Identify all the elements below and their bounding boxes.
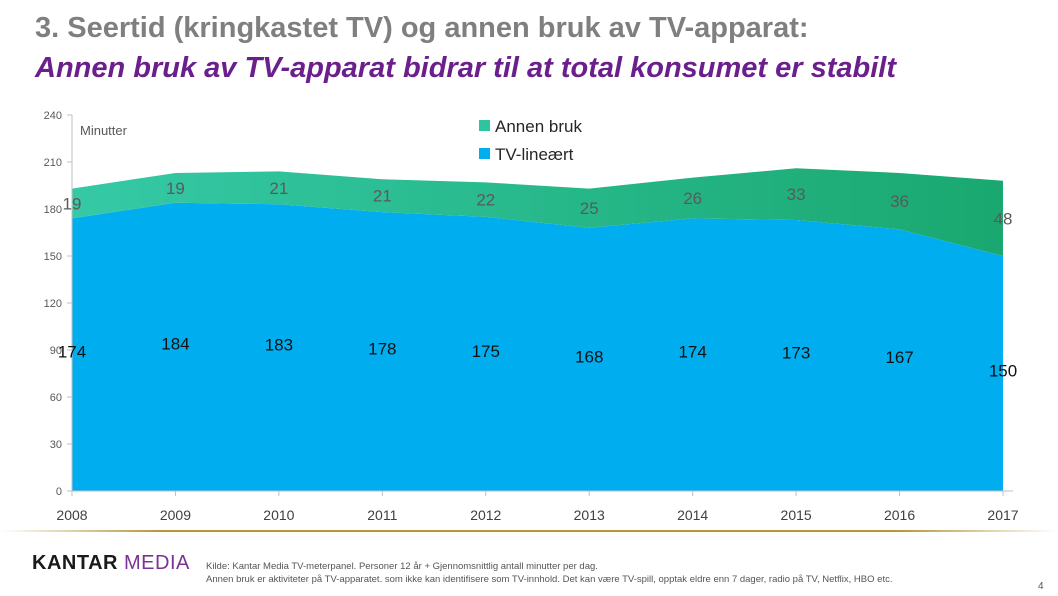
x-tick-label: 2008: [56, 507, 87, 523]
y-tick-label: 90: [50, 345, 62, 357]
x-tick-label: 2012: [470, 507, 501, 523]
data-label-tv: 183: [265, 336, 293, 355]
data-label-tv: 167: [885, 348, 913, 367]
stacked-area-chart: 0 30 60 90 120 150 180 210 240 2008 2009 2010 2011 20…: [44, 110, 1019, 523]
data-label-annen-bruk: 33: [787, 185, 806, 204]
source-footnote: Kilde: Kantar Media TV-meterpanel. Perso…: [206, 560, 892, 586]
data-label-annen-bruk: 19: [166, 179, 185, 198]
footer-divider: [0, 530, 1058, 532]
y-tick-label: 60: [50, 392, 62, 404]
y-tick-label: 0: [56, 486, 62, 498]
data-label-tv: 175: [472, 342, 500, 361]
page-number: 4: [1038, 581, 1044, 592]
area-annen-bruk: [72, 168, 1003, 256]
data-label-tv: 150: [989, 361, 1017, 380]
data-label-tv: 184: [161, 335, 189, 354]
data-label-annen-bruk: 19: [63, 195, 82, 214]
data-label-tv: 173: [782, 343, 810, 362]
data-label-annen-bruk: 48: [994, 209, 1013, 228]
x-tick-label: 2016: [884, 507, 915, 523]
y-tick-label: 120: [44, 298, 62, 310]
page-subtitle: Annen bruk av TV-apparat bidrar til at t…: [35, 52, 897, 84]
data-label-annen-bruk: 21: [373, 187, 392, 206]
x-tick-label: 2013: [574, 507, 605, 523]
legend-box: [471, 112, 599, 172]
data-label-annen-bruk: 26: [683, 189, 702, 208]
y-axis-label: Minutter: [80, 123, 128, 138]
x-tick-label: 2010: [263, 507, 294, 523]
y-tick-label: 210: [44, 157, 62, 169]
x-tick-label: 2015: [781, 507, 812, 523]
logo-kantar-text: KANTAR: [32, 552, 118, 574]
data-label-tv: 168: [575, 347, 603, 366]
data-label-tv: 174: [58, 343, 86, 362]
note-line: Annen bruk er aktiviteter på TV-apparate…: [206, 574, 893, 585]
data-label-annen-bruk: 22: [476, 191, 495, 210]
x-tick-label: 2011: [367, 507, 397, 523]
y-tick-label: 30: [50, 439, 62, 451]
y-tick-label: 240: [44, 110, 62, 122]
data-label-annen-bruk: 21: [269, 179, 288, 198]
data-label-annen-bruk: 25: [580, 199, 599, 218]
x-tick-label: 2014: [677, 507, 708, 523]
x-tick-label: 2017: [987, 507, 1018, 523]
data-label-annen-bruk: 36: [890, 192, 909, 211]
data-label-tv: 174: [678, 343, 706, 362]
data-label-tv: 178: [368, 339, 396, 358]
x-tick-label: 2009: [160, 507, 191, 523]
page-title: 3. Seertid (kringkastet TV) og annen bru…: [35, 12, 809, 44]
legend-swatch: [479, 148, 490, 159]
legend-label: Annen bruk: [495, 117, 582, 136]
legend-swatch: [479, 120, 490, 131]
logo-media-text: MEDIA: [124, 552, 190, 574]
y-tick-label: 150: [44, 251, 62, 263]
source-line: Kilde: Kantar Media TV-meterpanel. Perso…: [206, 561, 598, 572]
y-tick-label: 180: [44, 204, 62, 216]
legend-label: TV-lineært: [495, 145, 574, 164]
area-tv-lineaert: [72, 202, 1003, 491]
kantar-media-logo: KANTAR MEDIA: [32, 552, 190, 575]
